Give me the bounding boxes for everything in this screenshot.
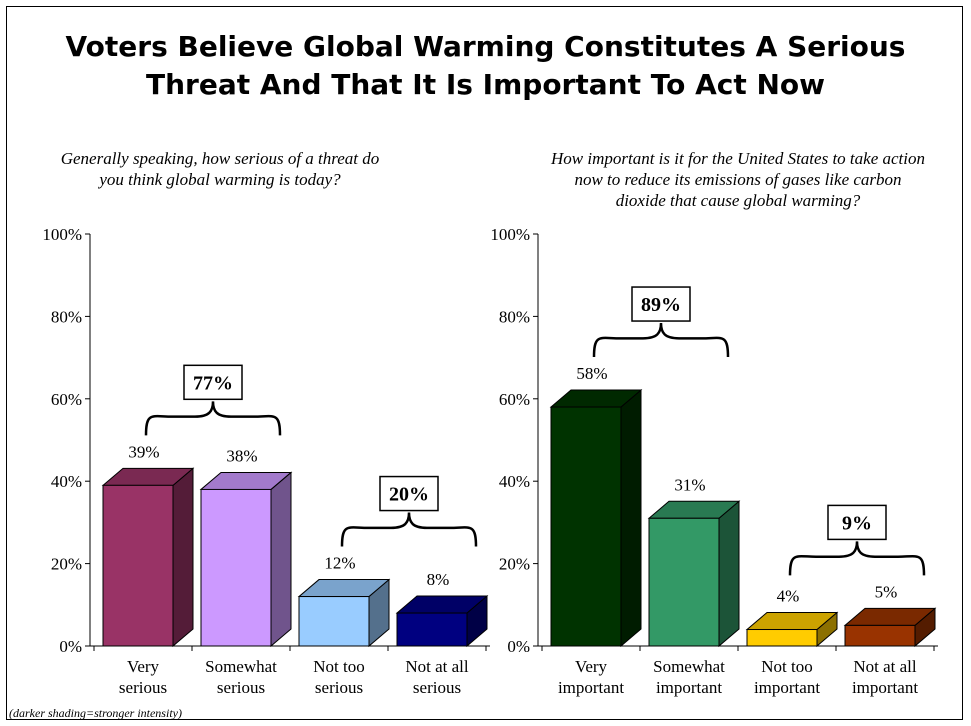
right-group-1: 89% [592, 286, 730, 358]
right-chart: 0% 20% 40% 60% 80% 100% 58% Very important 31% Som… [490, 225, 938, 697]
right-category-label: Very [575, 657, 608, 676]
left-value-label: 38% [226, 446, 257, 465]
title-line-1: Voters Believe Global Warming Constitute… [65, 30, 906, 63]
left-group-total-label: 20% [389, 484, 429, 506]
left-group-brace [340, 512, 478, 547]
right-y-tick-label: 80% [499, 307, 530, 326]
left-chart: 0% 20% 40% 60% 80% 100% 39% Very serious 38% Somew… [42, 225, 490, 697]
left-category-label: serious [413, 678, 461, 697]
right-bar-front [844, 624, 916, 647]
left-bar-front [200, 488, 272, 647]
left-chart-question: Generally speaking, how serious of a thr… [60, 149, 380, 189]
right-group-brace [592, 323, 730, 358]
left-bar-4 [395, 594, 489, 648]
right-y-tick-label: 100% [490, 225, 530, 244]
left-group-1: 77% [144, 364, 282, 436]
left-category-label: Somewhat [205, 657, 277, 676]
left-category-label: serious [315, 678, 363, 697]
left-category-label: Not too [313, 657, 364, 676]
right-category-label: important [754, 678, 820, 697]
left-y-tick-label: 60% [51, 390, 82, 409]
right-category-label: Not too [761, 657, 812, 676]
right-bar-front [648, 517, 720, 647]
right-group-total-label: 9% [842, 512, 872, 534]
left-value-label: 12% [324, 554, 355, 573]
left-group-brace [144, 401, 282, 436]
right-bar-4 [843, 607, 937, 648]
left-y-tick-label: 20% [51, 555, 82, 574]
left-value-label: 8% [427, 570, 450, 589]
left-bar-1 [101, 467, 195, 648]
right-bar-front [550, 406, 622, 647]
right-bar-3 [745, 611, 839, 648]
left-bar-side [172, 467, 194, 648]
title-line-2: Threat And That It Is Important To Act N… [145, 68, 826, 101]
left-bar-front [102, 484, 174, 647]
left-bar-side [270, 471, 292, 648]
left-category-label: serious [119, 678, 167, 697]
right-category-label: important [558, 678, 624, 697]
left-bar-3 [297, 578, 391, 648]
right-group-2: 9% [788, 504, 926, 576]
right-bar-1 [549, 388, 643, 648]
left-value-label: 39% [128, 442, 159, 461]
left-group-2: 20% [340, 475, 478, 547]
footnote: (darker shading=stronger intensity) [9, 706, 182, 720]
left-y-tick-label: 40% [51, 472, 82, 491]
right-category-label: important [852, 678, 918, 697]
right-group-box [631, 286, 691, 322]
right-value-label: 5% [875, 582, 898, 601]
right-value-label: 31% [674, 475, 705, 494]
right-group-total-label: 89% [641, 294, 681, 316]
right-bar-side [620, 388, 642, 648]
right-group-brace [788, 541, 926, 576]
left-group-box [379, 475, 439, 512]
left-bar-2 [199, 471, 293, 648]
right-group-box [827, 504, 887, 541]
right-category-label: Somewhat [653, 657, 725, 676]
left-y-tick-label: 80% [51, 307, 82, 326]
left-category-label: Not at all [405, 657, 469, 676]
right-bar-2 [647, 500, 741, 648]
right-bar-side [718, 500, 740, 648]
right-chart-question: How important is it for the United State… [551, 149, 925, 210]
left-bar-front [396, 612, 468, 647]
left-group-box [183, 364, 243, 401]
right-bar-front [746, 629, 818, 647]
left-category-label: Very [127, 657, 160, 676]
left-group-total-label: 77% [193, 372, 233, 394]
right-category-label: important [656, 678, 722, 697]
page-title: Voters Believe Global Warming Constitute… [0, 28, 971, 104]
right-y-tick-label: 20% [499, 555, 530, 574]
right-y-tick-label: 60% [499, 390, 530, 409]
left-y-tick-label: 100% [42, 225, 82, 244]
left-category-label: serious [217, 678, 265, 697]
right-y-tick-label: 40% [499, 472, 530, 491]
right-value-label: 4% [777, 587, 800, 606]
right-value-label: 58% [576, 364, 607, 383]
right-category-label: Not at all [853, 657, 917, 676]
left-y-tick-label: 0% [59, 637, 82, 656]
right-y-tick-label: 0% [507, 637, 530, 656]
left-bar-front [298, 596, 370, 647]
